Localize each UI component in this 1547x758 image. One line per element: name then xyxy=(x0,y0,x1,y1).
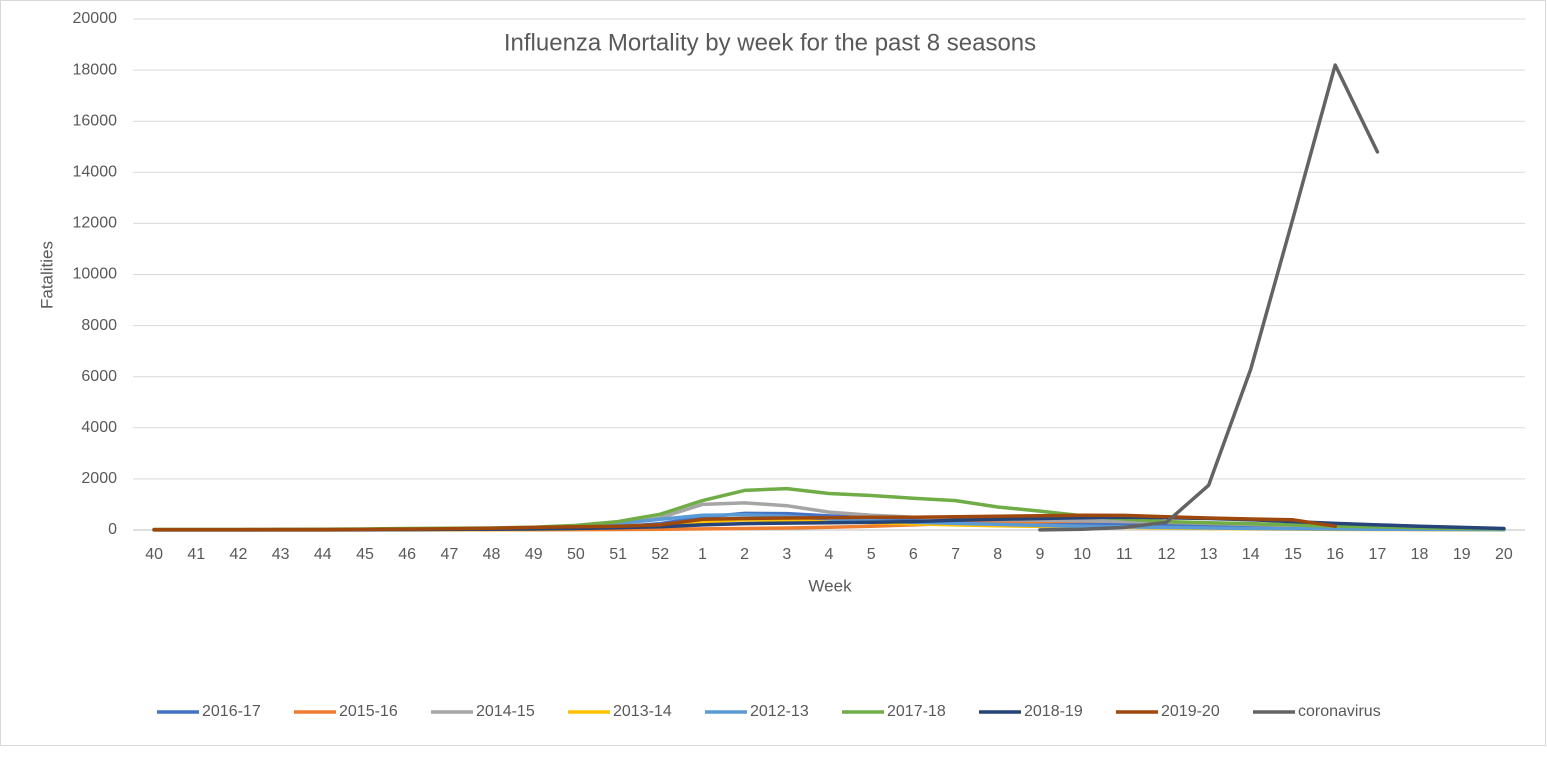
x-tick-label: 47 xyxy=(440,546,458,563)
x-tick-label: 44 xyxy=(314,546,332,563)
legend-label: 2019-20 xyxy=(1161,703,1220,720)
legend-label: 2018-19 xyxy=(1024,703,1083,720)
x-tick-label: 45 xyxy=(356,546,374,563)
x-tick-label: 4 xyxy=(825,546,834,563)
y-tick-label: 18000 xyxy=(73,61,118,78)
x-tick-label: 14 xyxy=(1242,546,1260,563)
x-tick-label: 42 xyxy=(230,546,248,563)
x-tick-label: 8 xyxy=(993,546,1002,563)
x-tick-label: 16 xyxy=(1326,546,1344,563)
x-tick-label: 41 xyxy=(187,546,205,563)
x-tick-label: 6 xyxy=(909,546,918,563)
legend-label: coronavirus xyxy=(1298,703,1381,720)
legend-label: 2016-17 xyxy=(202,703,261,720)
y-tick-label: 6000 xyxy=(81,368,117,385)
y-tick-label: 10000 xyxy=(73,266,118,283)
x-tick-label: 18 xyxy=(1411,546,1429,563)
x-tick-label: 51 xyxy=(609,546,627,563)
x-tick-label: 50 xyxy=(567,546,585,563)
x-tick-label: 46 xyxy=(398,546,416,563)
y-tick-label: 12000 xyxy=(73,215,118,232)
legend-label: 2015-16 xyxy=(339,703,398,720)
x-tick-label: 40 xyxy=(145,546,163,563)
y-tick-label: 8000 xyxy=(81,317,117,334)
x-tick-label: 2 xyxy=(740,546,749,563)
chart-title: Influenza Mortality by week for the past… xyxy=(504,29,1036,56)
x-tick-label: 17 xyxy=(1368,546,1386,563)
y-tick-label: 2000 xyxy=(81,470,117,487)
y-tick-label: 4000 xyxy=(81,419,117,436)
x-tick-label: 49 xyxy=(525,546,543,563)
x-tick-label: 7 xyxy=(951,546,960,563)
x-tick-label: 1 xyxy=(698,546,707,563)
x-tick-label: 5 xyxy=(867,546,876,563)
series-line xyxy=(152,513,1337,532)
x-tick-label: 43 xyxy=(272,546,290,563)
x-tick-label: 3 xyxy=(782,546,791,563)
x-tick-label: 11 xyxy=(1116,546,1133,563)
x-tick-label: 52 xyxy=(651,546,669,563)
y-tick-label: 0 xyxy=(108,521,117,538)
x-tick-label: 20 xyxy=(1495,546,1513,563)
x-tick-label: 10 xyxy=(1073,546,1091,563)
x-axis-label: Week xyxy=(808,576,852,595)
y-axis-label: Fatalities xyxy=(37,241,56,309)
x-tick-label: 12 xyxy=(1158,546,1176,563)
y-tick-label: 14000 xyxy=(73,164,118,181)
x-tick-label: 15 xyxy=(1284,546,1302,563)
y-tick-label: 20000 xyxy=(73,10,118,27)
series-line xyxy=(1038,63,1380,532)
x-tick-label: 48 xyxy=(483,546,501,563)
x-tick-label: 19 xyxy=(1453,546,1471,563)
legend-label: 2012-13 xyxy=(750,703,809,720)
legend-label: 2013-14 xyxy=(613,703,672,720)
legend-label: 2014-15 xyxy=(476,703,535,720)
x-tick-label: 13 xyxy=(1200,546,1218,563)
x-tick-label: 9 xyxy=(1035,546,1044,563)
y-tick-label: 16000 xyxy=(73,112,118,129)
legend-label: 2017-18 xyxy=(887,703,946,720)
